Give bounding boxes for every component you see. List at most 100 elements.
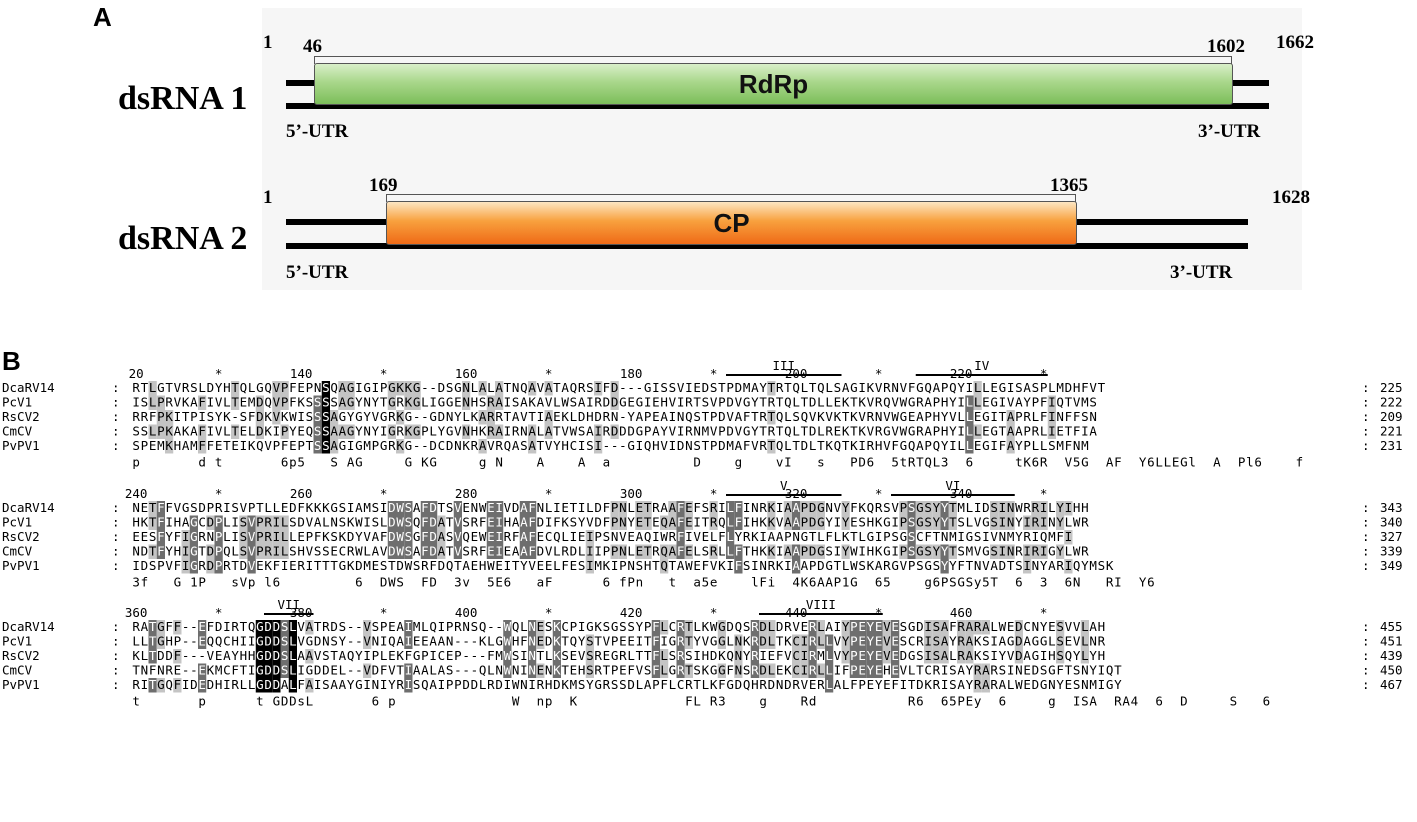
residue: N	[1073, 438, 1081, 453]
residue: H	[248, 648, 256, 663]
residue: S	[603, 529, 611, 544]
residue: R	[669, 529, 677, 544]
residue: R	[495, 438, 503, 453]
residue: S	[883, 500, 891, 515]
residue: V	[240, 500, 248, 515]
residue: L	[281, 529, 289, 544]
residue-shade	[272, 381, 281, 396]
residue: P	[281, 424, 289, 439]
residue: I	[636, 634, 644, 649]
residue: R	[594, 648, 602, 663]
residue: N	[1007, 515, 1015, 530]
residue-shade	[998, 515, 1007, 530]
residue-shade	[148, 544, 157, 559]
residue: R	[974, 663, 982, 678]
residue: A	[495, 424, 503, 439]
residue: I	[504, 677, 512, 692]
residue: T	[198, 544, 206, 559]
residue-shade	[528, 663, 537, 678]
residue: N	[322, 634, 330, 649]
residue: I	[669, 409, 677, 424]
residue: R	[768, 558, 776, 573]
residue: S	[933, 558, 941, 573]
residue: G	[157, 634, 165, 649]
residue: Y	[1089, 663, 1097, 678]
residue: L	[537, 424, 545, 439]
residue-shade	[404, 381, 413, 396]
residue: T	[644, 500, 652, 515]
residue: R	[396, 424, 404, 439]
residue: E	[768, 648, 776, 663]
residue-shade	[660, 649, 669, 664]
residue: -	[347, 663, 355, 678]
residue: P	[207, 500, 215, 515]
residue: T	[916, 663, 924, 678]
residue: V	[883, 409, 891, 424]
residue-shade	[940, 559, 949, 574]
residue: A	[990, 558, 998, 573]
consensus-char: 3	[132, 575, 140, 590]
residue: R	[231, 677, 239, 692]
residue: A	[545, 380, 553, 395]
residue: A	[842, 380, 850, 395]
residue: T	[644, 544, 652, 559]
residue: S	[512, 648, 520, 663]
residue: V	[273, 380, 281, 395]
residue-shade	[552, 649, 561, 664]
residue: E	[240, 395, 248, 410]
residue-shade	[338, 381, 347, 396]
residue: D	[429, 544, 437, 559]
residue: R	[1032, 500, 1040, 515]
residue: E	[388, 619, 396, 634]
residue: F	[174, 558, 182, 573]
residue: D	[256, 424, 264, 439]
residue: G	[710, 663, 718, 678]
residue: A	[479, 409, 487, 424]
consensus-char: S	[949, 575, 957, 590]
residue: G	[908, 619, 916, 634]
residue-shade	[915, 515, 924, 530]
residue: E	[875, 648, 883, 663]
residue: F	[693, 500, 701, 515]
residue: Y	[388, 677, 396, 692]
residue: Q	[792, 380, 800, 395]
residue: R	[875, 500, 883, 515]
residue: P	[454, 677, 462, 692]
consensus-char: f	[1296, 455, 1304, 470]
residue: R	[710, 544, 718, 559]
residue: K	[718, 558, 726, 573]
residue: D	[207, 380, 215, 395]
residue: P	[718, 424, 726, 439]
consensus-char: 5	[982, 575, 990, 590]
residue: N	[776, 677, 784, 692]
residue-shade	[519, 530, 528, 545]
residue: Y	[751, 424, 759, 439]
residue: P	[215, 529, 223, 544]
residue: A	[982, 619, 990, 634]
residue: T	[603, 663, 611, 678]
residue: F	[1065, 409, 1073, 424]
residue: Q	[924, 380, 932, 395]
sequence-end-colon: :	[1362, 558, 1370, 573]
residue-shade	[973, 620, 982, 635]
residue: H	[231, 634, 239, 649]
residue: W	[900, 424, 908, 439]
residue-shade	[387, 544, 396, 559]
residue: N	[611, 529, 619, 544]
consensus-char: 5	[702, 575, 710, 590]
consensus-char: P	[1238, 455, 1246, 470]
residue: A	[999, 634, 1007, 649]
consensus-char: F	[685, 694, 693, 709]
residue: P	[281, 395, 289, 410]
residue: P	[900, 500, 908, 515]
residue: S	[1015, 558, 1023, 573]
residue: G	[924, 558, 932, 573]
residue-shade	[255, 620, 264, 635]
residue: Y	[933, 515, 941, 530]
residue: A	[421, 663, 429, 678]
residue: T	[669, 558, 677, 573]
residue: G	[388, 395, 396, 410]
ruler-mark: *	[875, 366, 883, 381]
residue-shade	[1080, 649, 1089, 664]
residue-shade	[816, 663, 825, 678]
